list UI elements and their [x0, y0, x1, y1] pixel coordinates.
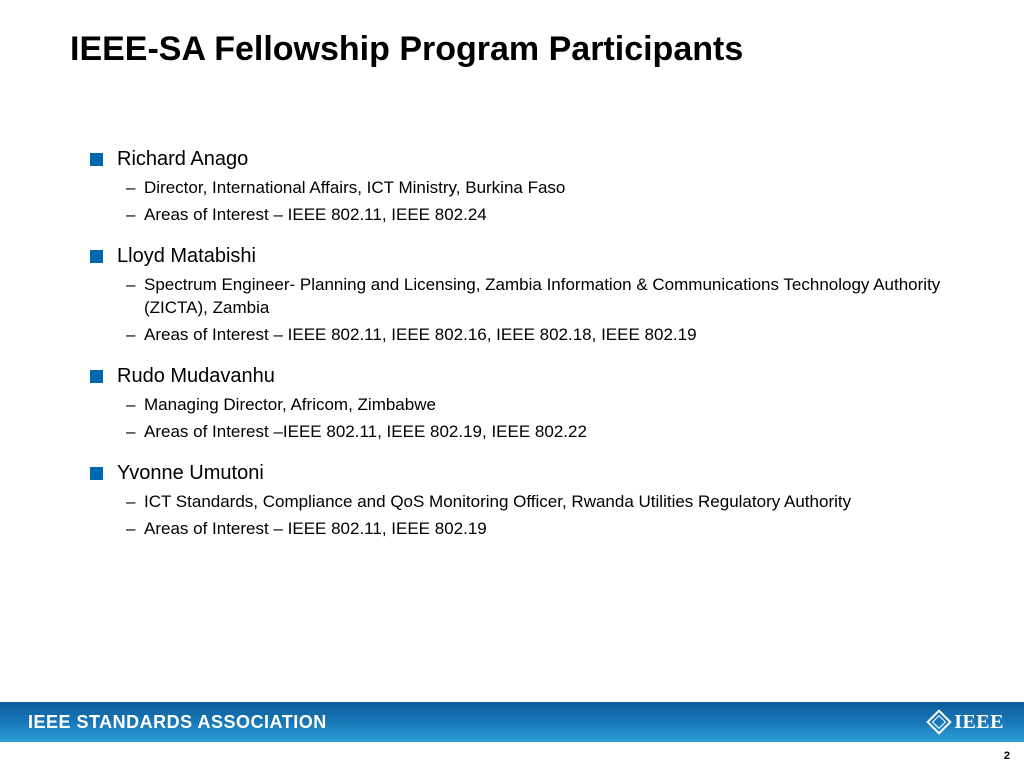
detail-text: Areas of Interest – IEEE 802.11, IEEE 80…: [144, 518, 954, 541]
detail-text: Areas of Interest – IEEE 802.11, IEEE 80…: [144, 324, 954, 347]
footer-bar: IEEE STANDARDS ASSOCIATION IEEE: [0, 702, 1024, 742]
participant-name-row: Lloyd Matabishi: [90, 245, 954, 268]
detail-text: Areas of Interest –IEEE 802.11, IEEE 802…: [144, 421, 954, 444]
page-number: 2: [1004, 750, 1010, 762]
dash-icon: –: [126, 204, 144, 227]
square-bullet-icon: [90, 467, 103, 480]
list-item: Richard Anago –Director, International A…: [90, 148, 954, 227]
detail-text: Spectrum Engineer- Planning and Licensin…: [144, 274, 954, 320]
dash-icon: –: [126, 274, 144, 320]
detail-text: Areas of Interest – IEEE 802.11, IEEE 80…: [144, 204, 954, 227]
detail-row: –Areas of Interest – IEEE 802.11, IEEE 8…: [126, 204, 954, 227]
detail-row: –Spectrum Engineer- Planning and Licensi…: [126, 274, 954, 320]
detail-text: ICT Standards, Compliance and QoS Monito…: [144, 491, 954, 514]
detail-text: Director, International Affairs, ICT Min…: [144, 177, 954, 200]
list-item: Yvonne Umutoni –ICT Standards, Complianc…: [90, 462, 954, 541]
slide: IEEE-SA Fellowship Program Participants …: [0, 0, 1024, 768]
list-item: Rudo Mudavanhu –Managing Director, Afric…: [90, 365, 954, 444]
dash-icon: –: [126, 324, 144, 347]
dash-icon: –: [126, 421, 144, 444]
content-area: Richard Anago –Director, International A…: [90, 148, 954, 558]
dash-icon: –: [126, 177, 144, 200]
detail-row: –Areas of Interest –IEEE 802.11, IEEE 80…: [126, 421, 954, 444]
participant-name: Lloyd Matabishi: [117, 245, 256, 268]
ieee-logo: IEEE: [930, 711, 1004, 734]
dash-icon: –: [126, 394, 144, 417]
slide-title: IEEE-SA Fellowship Program Participants: [70, 28, 954, 71]
participant-name-row: Richard Anago: [90, 148, 954, 171]
detail-row: –Areas of Interest – IEEE 802.11, IEEE 8…: [126, 518, 954, 541]
participant-name-row: Yvonne Umutoni: [90, 462, 954, 485]
participant-name: Rudo Mudavanhu: [117, 365, 275, 388]
detail-row: –ICT Standards, Compliance and QoS Monit…: [126, 491, 954, 514]
square-bullet-icon: [90, 153, 103, 166]
footer-left-text: IEEE STANDARDS ASSOCIATION: [28, 712, 327, 733]
dash-icon: –: [126, 518, 144, 541]
participant-name: Yvonne Umutoni: [117, 462, 264, 485]
participant-name-row: Rudo Mudavanhu: [90, 365, 954, 388]
participant-name: Richard Anago: [117, 148, 248, 171]
ieee-logo-text: IEEE: [954, 711, 1004, 734]
detail-text: Managing Director, Africom, Zimbabwe: [144, 394, 954, 417]
ieee-diamond-icon: [926, 709, 951, 734]
detail-row: –Managing Director, Africom, Zimbabwe: [126, 394, 954, 417]
square-bullet-icon: [90, 370, 103, 383]
detail-row: –Director, International Affairs, ICT Mi…: [126, 177, 954, 200]
dash-icon: –: [126, 491, 144, 514]
list-item: Lloyd Matabishi –Spectrum Engineer- Plan…: [90, 245, 954, 347]
square-bullet-icon: [90, 250, 103, 263]
detail-row: –Areas of Interest – IEEE 802.11, IEEE 8…: [126, 324, 954, 347]
